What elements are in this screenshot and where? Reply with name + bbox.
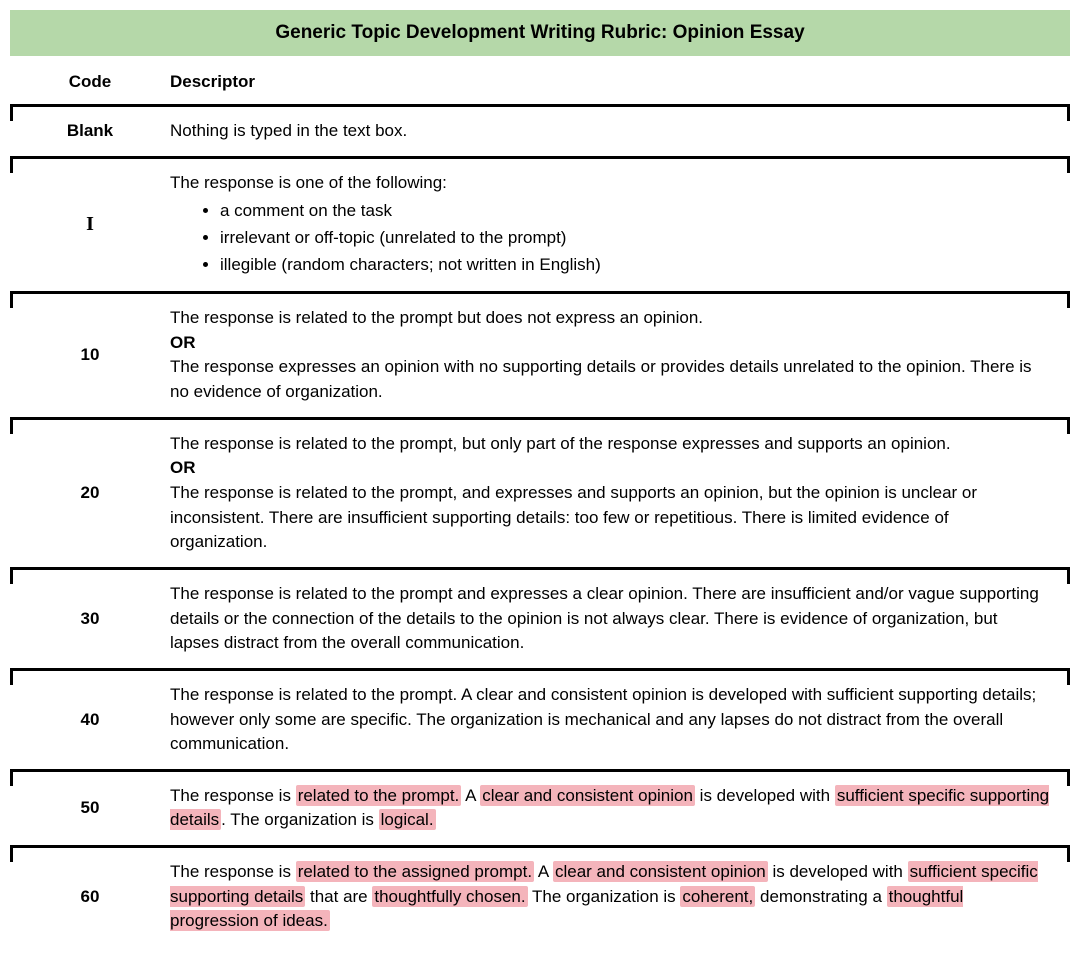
descriptor-cell: The response is related to the prompt. A… xyxy=(170,784,1070,833)
descriptor-cell: The response is related to the prompt bu… xyxy=(170,306,1070,405)
list-item: a comment on the task xyxy=(220,199,1050,224)
table-row: 10 The response is related to the prompt… xyxy=(10,291,1070,417)
descriptor-text: The response is xyxy=(170,862,296,881)
descriptor-text: A xyxy=(534,862,553,881)
code-cell: 60 xyxy=(10,860,170,934)
code-cell: Blank xyxy=(10,119,170,144)
list-item: irrelevant or off-topic (unrelated to th… xyxy=(220,226,1050,251)
code-cell: 50 xyxy=(10,784,170,833)
descriptor-text: . The organization is xyxy=(221,810,379,829)
code-cell: 30 xyxy=(10,582,170,656)
descriptor-text: demonstrating a xyxy=(755,887,886,906)
table-row: 20 The response is related to the prompt… xyxy=(10,417,1070,567)
table-row: 30 The response is related to the prompt… xyxy=(10,567,1070,668)
highlight: thoughtfully chosen. xyxy=(372,886,527,907)
descriptor-text: The response is related to the prompt, b… xyxy=(170,434,951,453)
descriptor-text: The response is xyxy=(170,786,296,805)
descriptor-cell: The response is related to the prompt. A… xyxy=(170,683,1070,757)
descriptor-text: is developed with xyxy=(768,862,908,881)
descriptor-text: that are xyxy=(305,887,372,906)
descriptor-text: The organization is xyxy=(528,887,681,906)
descriptor-cell: The response is related to the prompt an… xyxy=(170,582,1070,656)
code-cell: I xyxy=(10,171,170,280)
header-code: Code xyxy=(10,72,170,92)
descriptor-text: The response is related to the prompt, a… xyxy=(170,483,977,551)
descriptor-intro: The response is one of the following: xyxy=(170,173,447,192)
descriptor-cell: Nothing is typed in the text box. xyxy=(170,119,1070,144)
descriptor-text: A xyxy=(461,786,480,805)
code-cell: 10 xyxy=(10,306,170,405)
highlight: clear and consistent opinion xyxy=(480,785,695,806)
or-label: OR xyxy=(170,458,196,477)
table-row: 60 The response is related to the assign… xyxy=(10,845,1070,946)
highlight: logical. xyxy=(379,809,436,830)
descriptor-text: is developed with xyxy=(695,786,835,805)
code-cell: 20 xyxy=(10,432,170,555)
list-item: illegible (random characters; not writte… xyxy=(220,253,1050,278)
table-row: I The response is one of the following: … xyxy=(10,156,1070,292)
header-descriptor: Descriptor xyxy=(170,72,1070,92)
highlight: related to the prompt. xyxy=(296,785,462,806)
descriptor-cell: The response is related to the assigned … xyxy=(170,860,1070,934)
descriptor-text: The response is related to the prompt bu… xyxy=(170,308,703,327)
descriptor-bullets: a comment on the task irrelevant or off-… xyxy=(170,199,1050,277)
descriptor-cell: The response is related to the prompt, b… xyxy=(170,432,1070,555)
table-row: Blank Nothing is typed in the text box. xyxy=(10,104,1070,156)
highlight: clear and consistent opinion xyxy=(553,861,768,882)
table-row: 50 The response is related to the prompt… xyxy=(10,769,1070,845)
descriptor-cell: The response is one of the following: a … xyxy=(170,171,1070,280)
table-row: 40 The response is related to the prompt… xyxy=(10,668,1070,769)
highlight: coherent, xyxy=(680,886,755,907)
descriptor-text: The response expresses an opinion with n… xyxy=(170,357,1032,401)
code-cell: 40 xyxy=(10,683,170,757)
highlight: related to the assigned prompt. xyxy=(296,861,534,882)
rubric-title: Generic Topic Development Writing Rubric… xyxy=(10,10,1070,56)
header-row: Code Descriptor xyxy=(10,64,1070,104)
or-label: OR xyxy=(170,333,196,352)
